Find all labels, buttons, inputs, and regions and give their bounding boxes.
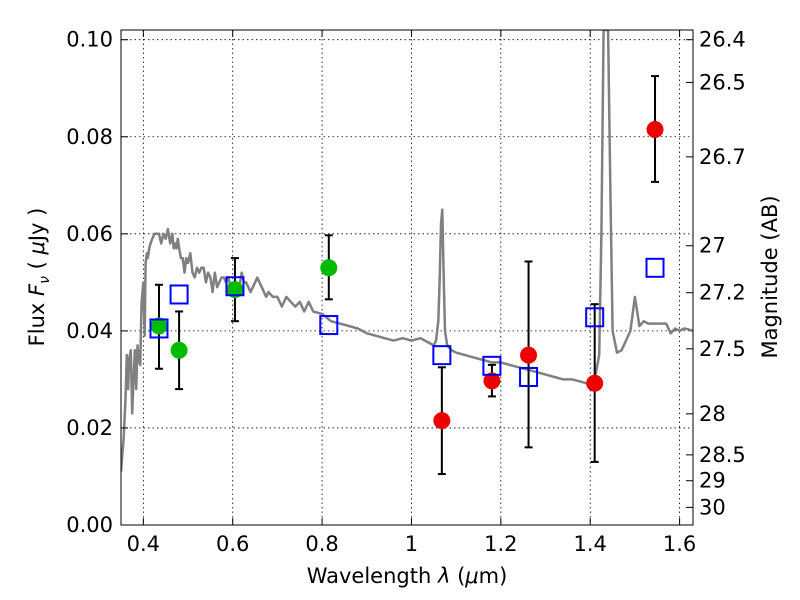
red-data-point bbox=[586, 374, 604, 392]
x-tick-label: 1.2 bbox=[484, 532, 517, 556]
model-spectrum-line bbox=[121, 30, 693, 472]
red-data-point bbox=[646, 120, 664, 138]
model-photometry-square bbox=[169, 284, 189, 305]
y-tick-label: 0.02 bbox=[66, 416, 113, 440]
model-photometry-square bbox=[519, 366, 539, 387]
x-tick-label: 1 bbox=[405, 532, 418, 556]
axis-ticks: 0.4 0.6 0.8 1 1.2 1.4 1.6 0.00 0.02 0.04 0.06 0.08 0… bbox=[66, 28, 746, 556]
y-axis-label: Flux Fν ( μJy ) bbox=[25, 208, 53, 347]
model-photometry-square bbox=[585, 307, 605, 328]
model-photometry-square bbox=[432, 345, 452, 366]
red-data-point bbox=[520, 346, 538, 364]
y-tick-label: 0.04 bbox=[66, 319, 113, 343]
y-tick-label: 0.10 bbox=[66, 28, 113, 52]
x-tick-label: 0.4 bbox=[127, 532, 160, 556]
y2-tick-label: 28 bbox=[699, 402, 726, 426]
x-axis-label: Wavelength λ (μm) bbox=[307, 564, 508, 588]
y2-tick-label: 26.4 bbox=[699, 28, 746, 52]
x-tick-label: 1.4 bbox=[574, 532, 607, 556]
y2-tick-label: 26.7 bbox=[699, 145, 746, 169]
model-photometry-square bbox=[645, 257, 665, 278]
y-tick-label: 0.08 bbox=[66, 125, 113, 149]
y-tick-label: 0.06 bbox=[66, 222, 113, 246]
red-data-point bbox=[433, 412, 451, 430]
data-layer bbox=[121, 30, 693, 476]
y2-tick-label: 28.5 bbox=[699, 443, 746, 467]
model-photometry-square bbox=[149, 318, 169, 339]
y2-tick-label: 26.5 bbox=[699, 70, 746, 94]
y2-tick-label: 27 bbox=[699, 234, 726, 258]
x-tick-label: 0.6 bbox=[216, 532, 249, 556]
model-photometry-square bbox=[482, 355, 502, 376]
y2-tick-label: 29 bbox=[699, 469, 726, 493]
green-data-point bbox=[320, 259, 338, 277]
model-photometry-square bbox=[319, 315, 339, 336]
model-photometry-square bbox=[225, 276, 245, 297]
y2-axis-label: Magnitude (AB) bbox=[758, 195, 782, 358]
y-tick-label: 0.00 bbox=[66, 513, 113, 537]
y2-tick-label: 27.5 bbox=[699, 337, 746, 361]
y2-tick-label: 30 bbox=[699, 495, 726, 519]
plot-frame bbox=[120, 29, 694, 526]
x-tick-label: 0.8 bbox=[305, 532, 338, 556]
y2-tick-label: 27.2 bbox=[699, 281, 746, 305]
red-data-point bbox=[483, 372, 501, 390]
x-tick-label: 1.6 bbox=[663, 532, 696, 556]
green-data-point bbox=[170, 341, 188, 359]
